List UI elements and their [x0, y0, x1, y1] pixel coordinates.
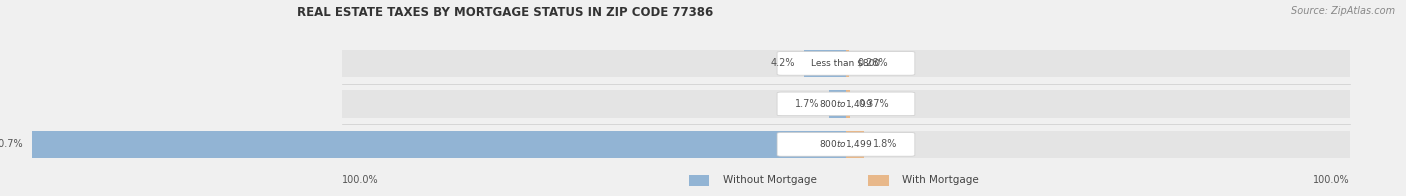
Text: $800 to $1,499: $800 to $1,499 — [820, 98, 873, 110]
FancyBboxPatch shape — [778, 132, 915, 156]
Text: 4.2%: 4.2% — [770, 58, 794, 68]
Text: 100.0%: 100.0% — [342, 175, 378, 185]
Text: 0.28%: 0.28% — [858, 58, 889, 68]
Text: 1.8%: 1.8% — [873, 139, 897, 149]
Bar — [804, 50, 846, 77]
Bar — [828, 90, 846, 118]
Text: $800 to $1,499: $800 to $1,499 — [820, 138, 873, 150]
Text: Less than $800: Less than $800 — [811, 59, 880, 68]
Bar — [342, 90, 1350, 118]
Bar — [846, 50, 849, 77]
Bar — [342, 131, 1350, 158]
Text: 80.7%: 80.7% — [0, 139, 24, 149]
Text: Without Mortgage: Without Mortgage — [723, 175, 817, 185]
Text: Source: ZipAtlas.com: Source: ZipAtlas.com — [1291, 6, 1395, 16]
Text: 100.0%: 100.0% — [1313, 175, 1350, 185]
Text: With Mortgage: With Mortgage — [903, 175, 979, 185]
Bar — [846, 90, 849, 118]
Bar — [869, 175, 889, 186]
Text: 1.7%: 1.7% — [796, 99, 820, 109]
FancyBboxPatch shape — [778, 52, 915, 75]
Bar — [32, 131, 846, 158]
Text: 0.37%: 0.37% — [859, 99, 889, 109]
Text: REAL ESTATE TAXES BY MORTGAGE STATUS IN ZIP CODE 77386: REAL ESTATE TAXES BY MORTGAGE STATUS IN … — [297, 6, 713, 19]
Bar — [689, 175, 709, 186]
Bar — [342, 50, 1350, 77]
Bar — [846, 131, 865, 158]
FancyBboxPatch shape — [778, 92, 915, 116]
